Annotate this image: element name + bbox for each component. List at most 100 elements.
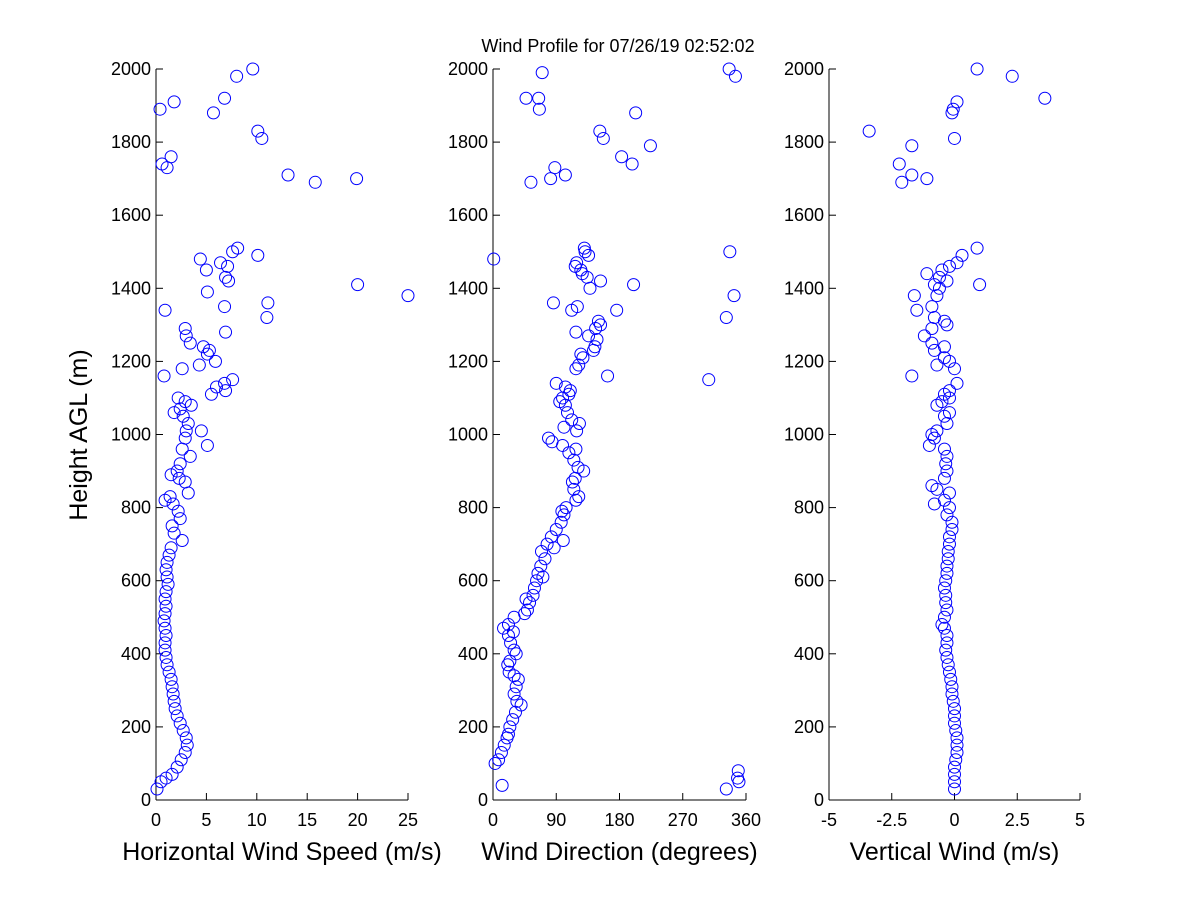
wind-direction-data-point xyxy=(576,351,590,365)
horizontal-wind-speed-data-point xyxy=(194,424,208,438)
vertical-wind-y-tick-label: 400 xyxy=(794,644,824,664)
wind-direction-y-tick-label: 600 xyxy=(458,571,488,591)
vertical-wind-data-point xyxy=(940,636,954,650)
vertical-wind-data-point xyxy=(937,581,951,595)
wind-direction-data-point xyxy=(501,629,515,643)
wind-direction-data-point xyxy=(507,643,521,657)
horizontal-wind-speed-data-point xyxy=(281,168,295,182)
wind-direction-data-point xyxy=(596,131,610,145)
horizontal-wind-speed-data-point xyxy=(158,621,172,635)
horizontal-wind-speed-data-point xyxy=(164,672,178,686)
vertical-wind-data-point xyxy=(920,267,934,281)
wind-direction-data-point xyxy=(549,523,563,537)
vertical-wind-data-point xyxy=(927,497,941,511)
wind-direction-data-point xyxy=(509,647,523,661)
wind-direction-data-point xyxy=(507,687,521,701)
vertical-wind-data-point xyxy=(927,431,941,445)
vertical-wind-data-point xyxy=(940,629,954,643)
horizontal-wind-speed-data-point xyxy=(160,658,174,672)
vertical-wind-data-point xyxy=(935,618,949,632)
wind-direction-y-tick-label: 400 xyxy=(458,644,488,664)
vertical-wind-data-point xyxy=(948,362,961,376)
wind-direction-data-point xyxy=(510,694,524,708)
horizontal-wind-speed-data-point xyxy=(183,336,197,350)
horizontal-wind-speed-y-tick-label: 800 xyxy=(121,498,151,518)
vertical-wind-data-point xyxy=(944,672,958,686)
vertical-wind-data-point xyxy=(940,464,954,478)
wind-direction-data-point xyxy=(589,322,603,336)
wind-direction-data-point xyxy=(567,482,581,496)
horizontal-wind-speed-data-point xyxy=(163,490,177,504)
vertical-wind-data-point xyxy=(939,574,953,588)
horizontal-wind-speed-data-point xyxy=(178,395,192,409)
wind-direction-data-point xyxy=(511,672,525,686)
wind-direction-data-point xyxy=(569,362,583,376)
vertical-wind-data-point xyxy=(920,172,934,186)
wind-direction-data-point xyxy=(488,756,502,770)
horizontal-wind-speed-x-tick-label: 0 xyxy=(151,810,161,830)
horizontal-wind-speed-data-point xyxy=(231,241,245,255)
vertical-wind-data-point xyxy=(948,716,961,730)
wind-direction-data-point xyxy=(569,325,583,339)
vertical-wind-data-point xyxy=(970,241,984,255)
vertical-wind-panel: 0 200 400 600 800 1000 1200 1400 1600 1800 2000 -5 -… xyxy=(784,59,1085,866)
horizontal-wind-speed-data-point xyxy=(255,131,269,145)
wind-direction-data-point xyxy=(723,245,737,259)
horizontal-wind-speed-data-point xyxy=(209,380,223,394)
vertical-wind-data-point xyxy=(950,256,964,270)
vertical-wind-data-point xyxy=(905,369,919,383)
wind-direction-data-point xyxy=(546,296,560,310)
wind-direction-data-point xyxy=(492,753,506,767)
horizontal-wind-speed-data-point xyxy=(260,311,274,325)
horizontal-wind-speed-y-tick-label: 600 xyxy=(121,571,151,591)
vertical-wind-data-point xyxy=(941,544,955,558)
vertical-wind-x-tick-label: 0 xyxy=(949,810,959,830)
wind-direction-data-point xyxy=(588,340,602,354)
horizontal-wind-speed-x-tick-label: 15 xyxy=(297,810,317,830)
wind-direction-data-point xyxy=(728,69,742,83)
horizontal-wind-speed-data-point xyxy=(218,300,232,314)
horizontal-wind-speed-data-point xyxy=(150,782,164,796)
wind-direction-data-point xyxy=(535,66,549,80)
horizontal-wind-speed-data-point xyxy=(164,541,178,555)
vertical-wind-data-point xyxy=(940,449,954,463)
horizontal-wind-speed-data-point xyxy=(159,629,173,643)
wind-direction-data-point xyxy=(627,278,641,292)
vertical-wind-data-point xyxy=(955,248,969,262)
vertical-wind-data-point xyxy=(950,95,964,109)
vertical-wind-data-point xyxy=(937,351,951,365)
horizontal-wind-speed-data-point xyxy=(158,592,172,606)
horizontal-wind-speed-data-point xyxy=(162,548,176,562)
vertical-wind-data-point xyxy=(930,358,944,372)
horizontal-wind-speed-data-point xyxy=(351,278,365,292)
vertical-wind-data-point xyxy=(940,566,954,580)
wind-direction-data-point xyxy=(593,124,607,138)
horizontal-wind-speed-data-point xyxy=(171,391,185,405)
vertical-wind-y-tick-label: 1000 xyxy=(784,425,824,445)
horizontal-wind-speed-x-tick-label: 5 xyxy=(201,810,211,830)
wind-direction-y-tick-label: 2000 xyxy=(448,59,488,79)
horizontal-wind-speed-data-point xyxy=(172,471,186,485)
vertical-wind-data-point xyxy=(910,303,924,317)
vertical-wind-data-point xyxy=(942,665,956,679)
wind-direction-data-point xyxy=(555,504,569,518)
wind-direction-data-point xyxy=(557,420,571,434)
vertical-wind-y-tick-label: 0 xyxy=(814,790,824,810)
horizontal-wind-speed-data-point xyxy=(219,270,233,284)
wind-direction-y-tick-label: 1400 xyxy=(448,278,488,298)
vertical-wind-data-point xyxy=(937,314,951,328)
vertical-wind-data-point xyxy=(948,767,961,781)
wind-direction-data-point xyxy=(590,332,604,346)
wind-direction-data-point xyxy=(549,376,563,390)
vertical-wind-data-point xyxy=(937,493,951,507)
vertical-wind-data-point xyxy=(950,738,964,752)
horizontal-wind-speed-data-point xyxy=(164,150,178,164)
horizontal-wind-speed-data-point xyxy=(166,687,180,701)
wind-direction-data-point xyxy=(719,782,733,796)
vertical-wind-data-point xyxy=(948,782,961,796)
wind-direction-data-point xyxy=(519,91,533,105)
horizontal-wind-speed-data-point xyxy=(181,417,195,431)
wind-direction-data-point xyxy=(594,318,608,332)
wind-direction-y-tick-label: 1600 xyxy=(448,205,488,225)
